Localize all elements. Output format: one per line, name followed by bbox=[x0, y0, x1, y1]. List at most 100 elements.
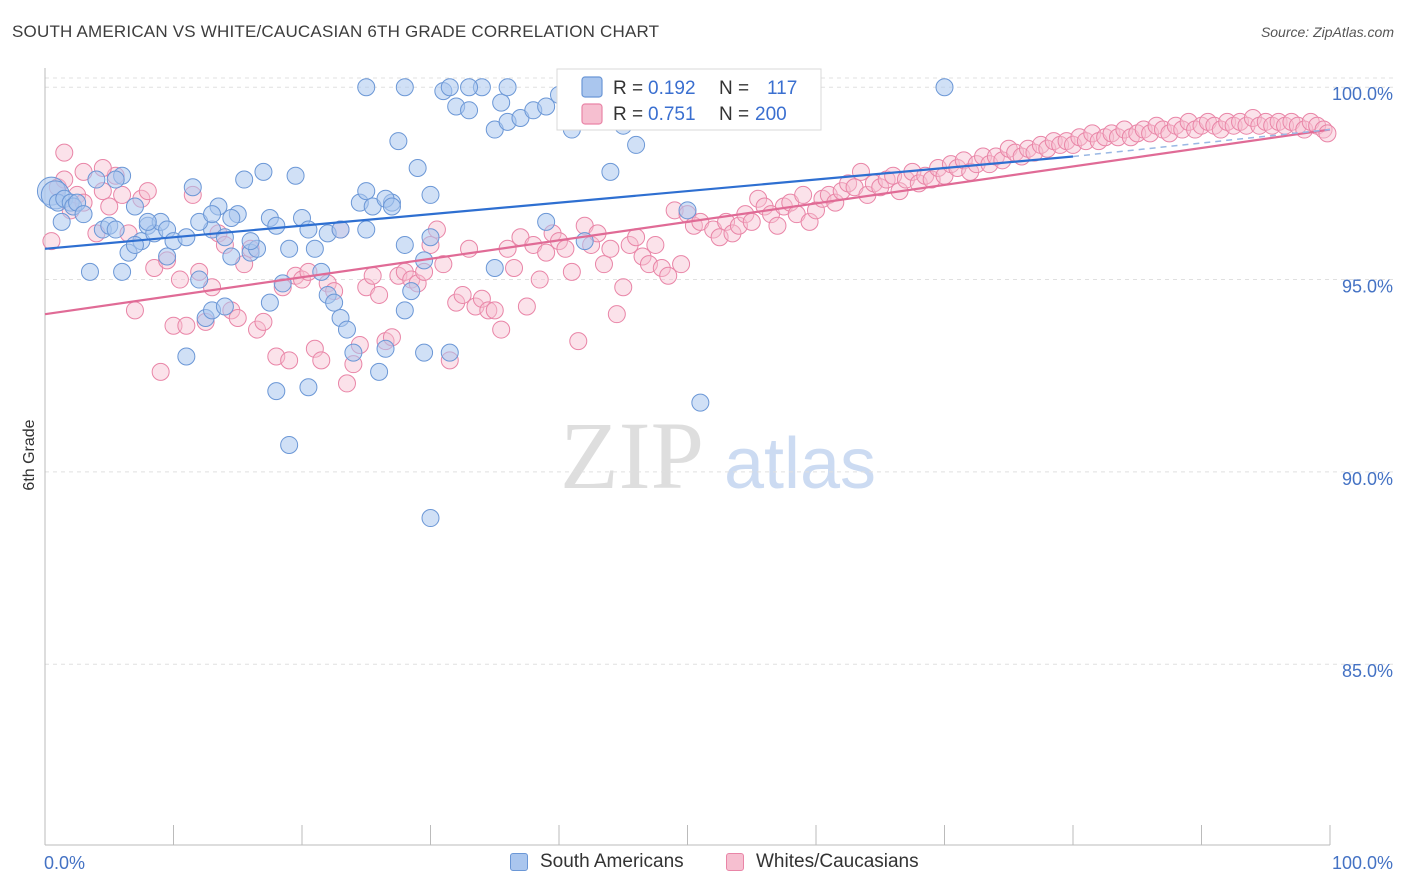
point-whites-caucasians-62 bbox=[453, 285, 472, 304]
point-whites-caucasians-115 bbox=[800, 212, 819, 231]
point-whites-caucasians-85 bbox=[601, 239, 620, 258]
point-whites-caucasians-84 bbox=[594, 255, 613, 274]
point-whites-caucasians-10 bbox=[113, 185, 132, 204]
point-south-americans-111 bbox=[357, 220, 376, 239]
point-south-americans-110 bbox=[331, 220, 350, 239]
point-whites-caucasians-106 bbox=[742, 212, 761, 231]
point-whites-caucasians-173 bbox=[1173, 120, 1192, 139]
legend-label-whites-caucasians: Whites/Caucasians bbox=[756, 851, 919, 872]
stats-legend: R = 0.192 N = 117 R = 0.751 N = 200 bbox=[556, 68, 822, 131]
point-south-americans-113 bbox=[382, 197, 401, 216]
point-south-americans-107 bbox=[241, 232, 260, 251]
point-south-americans-89 bbox=[357, 78, 376, 97]
point-south-americans-81 bbox=[421, 509, 440, 528]
x-tick-label-0: 0.0% bbox=[44, 853, 85, 873]
point-whites-caucasians-89 bbox=[627, 228, 646, 247]
point-whites-caucasians-44 bbox=[337, 374, 356, 393]
point-whites-caucasians-103 bbox=[723, 224, 742, 243]
point-whites-caucasians-107 bbox=[749, 189, 768, 208]
point-whites-caucasians-158 bbox=[1076, 132, 1095, 151]
point-south-americans-70 bbox=[537, 97, 556, 116]
point-south-americans-47 bbox=[344, 343, 363, 362]
point-south-americans-101 bbox=[125, 235, 144, 254]
y-tick-label-3: 100.0% bbox=[1332, 84, 1393, 104]
watermark-zip: ZIP bbox=[560, 402, 704, 509]
point-south-americans-102 bbox=[138, 212, 157, 231]
point-whites-caucasians-31 bbox=[248, 320, 267, 339]
point-south-americans-30 bbox=[235, 170, 254, 189]
chart-title: SOUTH AMERICAN VS WHITE/CAUCASIAN 6TH GR… bbox=[12, 22, 660, 41]
legend-n-label-1: N = bbox=[719, 78, 749, 99]
y-tick-labels: 85.0% 90.0% 95.0% 100.0% bbox=[1332, 84, 1393, 681]
point-whites-caucasians-66 bbox=[479, 301, 498, 320]
point-south-americans-46 bbox=[337, 320, 356, 339]
point-south-americans-96 bbox=[627, 135, 646, 154]
point-south-americans-87 bbox=[691, 393, 710, 412]
point-whites-caucasians-59 bbox=[434, 255, 453, 274]
point-south-americans-55 bbox=[395, 235, 414, 254]
point-south-americans-80 bbox=[299, 378, 318, 397]
series-south-americans bbox=[36, 78, 954, 528]
gridlines bbox=[45, 77, 1395, 665]
point-south-americans-63 bbox=[460, 101, 479, 120]
point-south-americans-82 bbox=[421, 228, 440, 247]
trend-lines bbox=[44, 128, 1331, 316]
y-axis-title: 6th Grade bbox=[21, 419, 38, 490]
legend-item-whites-caucasians[interactable]: Whites/Caucasians bbox=[726, 851, 919, 873]
point-whites-caucasians-183 bbox=[1237, 116, 1256, 135]
legend-r-label-1: R = bbox=[613, 78, 643, 99]
point-south-americans-58 bbox=[415, 343, 434, 362]
point-south-americans-61 bbox=[440, 78, 459, 97]
point-south-americans-100 bbox=[113, 262, 132, 281]
watermark-atlas: atlas bbox=[724, 424, 876, 504]
trend-line-whites-caucasians bbox=[44, 128, 1331, 316]
point-whites-caucasians-65 bbox=[472, 289, 491, 308]
point-whites-caucasians-196 bbox=[1318, 124, 1337, 143]
point-whites-caucasians-163 bbox=[1108, 128, 1127, 147]
point-south-americans-49 bbox=[357, 182, 376, 201]
point-south-americans-42 bbox=[312, 262, 331, 281]
legend-r-label-2: R = bbox=[613, 104, 643, 125]
point-south-americans-41 bbox=[305, 239, 324, 258]
series-whites-caucasians bbox=[42, 109, 1337, 393]
y-tick-label-2: 95.0% bbox=[1342, 277, 1393, 297]
point-whites-caucasians-14 bbox=[138, 182, 157, 201]
point-south-americans-14 bbox=[125, 197, 144, 216]
legend-item-south-americans[interactable]: South Americans bbox=[510, 851, 684, 873]
point-whites-caucasians-75 bbox=[537, 243, 556, 262]
legend-r-value-2: 0.751 bbox=[648, 104, 696, 125]
point-south-americans-52 bbox=[376, 339, 395, 358]
point-whites-caucasians-87 bbox=[614, 278, 633, 297]
point-whites-caucasians-48 bbox=[363, 266, 382, 285]
point-whites-caucasians-90 bbox=[633, 247, 652, 266]
point-south-americans-106 bbox=[222, 209, 241, 228]
point-whites-caucasians-80 bbox=[569, 332, 588, 351]
legend-r-value-1: 0.192 bbox=[648, 78, 696, 99]
legend-swatch-whites-caucasians bbox=[726, 853, 744, 871]
point-whites-caucasians-39 bbox=[305, 339, 324, 358]
legend-label-south-americans: South Americans bbox=[540, 851, 684, 872]
point-whites-caucasians-116 bbox=[807, 201, 825, 220]
point-whites-caucasians-86 bbox=[607, 305, 626, 324]
point-south-americans-66 bbox=[492, 93, 511, 112]
point-south-americans-88 bbox=[935, 78, 954, 97]
point-south-americans-94 bbox=[601, 162, 620, 181]
point-south-americans-108 bbox=[260, 293, 279, 312]
point-whites-caucasians-92 bbox=[646, 235, 665, 254]
point-south-americans-56 bbox=[402, 282, 421, 301]
point-whites-caucasians-12 bbox=[125, 301, 144, 320]
legend-swatch-south-americans bbox=[510, 853, 528, 871]
point-whites-caucasians-20 bbox=[177, 316, 196, 335]
point-south-americans-77 bbox=[215, 297, 234, 316]
point-south-americans-3 bbox=[52, 212, 71, 231]
legend-n-label-2: N = bbox=[719, 104, 749, 125]
point-south-americans-78 bbox=[267, 382, 286, 401]
point-whites-caucasians-96 bbox=[672, 255, 691, 274]
point-whites-caucasians-74 bbox=[530, 270, 549, 289]
point-south-americans-57 bbox=[408, 159, 427, 178]
point-whites-caucasians-126 bbox=[871, 178, 890, 197]
point-south-americans-99 bbox=[106, 170, 125, 189]
point-south-americans-97 bbox=[74, 205, 93, 224]
y-tick-label-0: 85.0% bbox=[1342, 661, 1393, 681]
